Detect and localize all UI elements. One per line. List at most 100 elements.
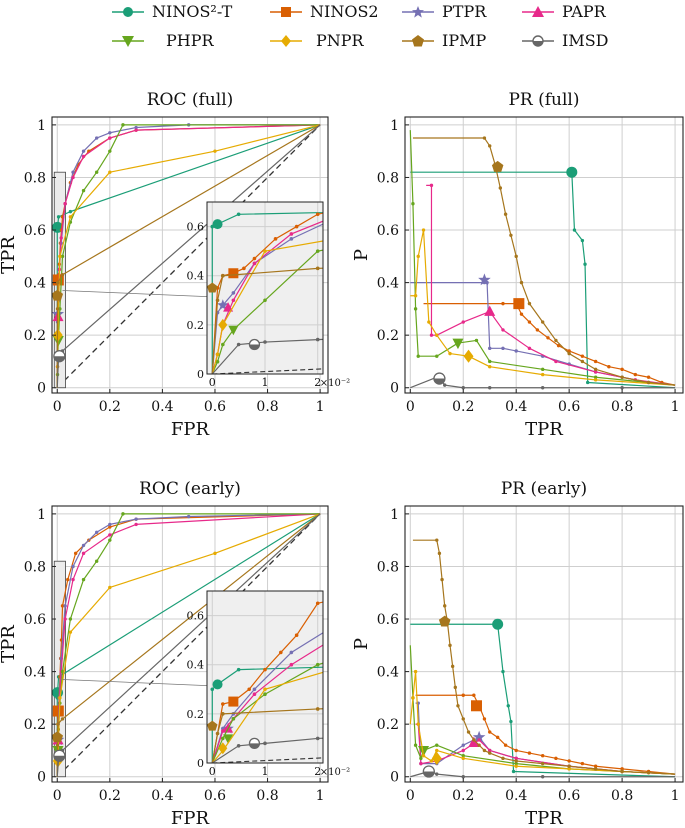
inset-key-marker-ninos2 bbox=[228, 268, 239, 279]
data-point-ptpr bbox=[71, 564, 75, 569]
data-point-pnpr bbox=[108, 585, 112, 590]
key-marker-ipmp bbox=[438, 615, 451, 627]
legend-label: PNPR bbox=[316, 31, 364, 50]
x-tick-label: 0 bbox=[406, 788, 415, 804]
data-point-papr bbox=[501, 328, 505, 332]
y-tick-label: 0.8 bbox=[377, 559, 399, 575]
key-marker-pnpr bbox=[431, 751, 442, 765]
x-tick-label: 0.6 bbox=[204, 788, 226, 804]
inset-data-point-ipmp bbox=[221, 273, 225, 278]
data-point-ipmp bbox=[498, 186, 503, 190]
data-point-ipmp bbox=[580, 359, 585, 364]
y-tick-label: 0.6 bbox=[377, 223, 399, 239]
data-point-ptpr bbox=[134, 125, 138, 130]
data-point-ptpr bbox=[488, 346, 492, 351]
data-point-papr bbox=[108, 533, 112, 537]
roc_early-inset: 0 1 2 0 0.2 0.4 0.6 ×10⁻² bbox=[62, 590, 350, 778]
data-point-ninos-t bbox=[572, 228, 577, 232]
inset-series-line-papr bbox=[211, 644, 323, 763]
data-point-pnpr bbox=[435, 333, 439, 337]
data-point-pnpr bbox=[488, 365, 492, 369]
y-tick-label: 0.2 bbox=[24, 328, 46, 344]
x-tick-label: 1 bbox=[316, 788, 325, 804]
legend-item-imsd: IMSD bbox=[520, 31, 609, 50]
data-point-imsd bbox=[540, 775, 545, 779]
key-marker-ipmp bbox=[51, 289, 64, 301]
data-point-papr bbox=[63, 617, 67, 621]
inset-data-point-ninos2 bbox=[294, 224, 299, 229]
key-marker-imsd bbox=[422, 765, 435, 778]
inset-key-marker-imsd bbox=[248, 737, 261, 749]
data-point-papr bbox=[134, 128, 138, 132]
data-point-ninos-t bbox=[501, 669, 505, 674]
key-marker-imsd-fill bbox=[53, 755, 65, 762]
data-point-papr bbox=[134, 522, 138, 527]
data-point-pnpr bbox=[435, 748, 439, 753]
data-point-ipmp bbox=[503, 212, 508, 216]
data-point-phpr bbox=[474, 338, 479, 343]
legend-label: IMSD bbox=[562, 31, 609, 50]
y-tick-label: 1 bbox=[37, 118, 46, 134]
legend-item-papr: PAPR bbox=[520, 2, 606, 21]
legend-item-ninos2: NINOS2 bbox=[268, 2, 379, 21]
inset-data-point-ipmp bbox=[215, 298, 220, 303]
inset-data-point-pnpr bbox=[263, 249, 267, 253]
y-axis-label: P bbox=[351, 638, 372, 650]
inset-data-point-ptpr bbox=[289, 650, 294, 655]
data-point-ipmp bbox=[540, 761, 545, 766]
data-point-ninos2 bbox=[501, 301, 505, 306]
y-tick-label: 0.4 bbox=[377, 665, 399, 681]
triangle-up-marker-icon bbox=[522, 5, 554, 17]
inset-data-point-imsd bbox=[236, 342, 241, 347]
data-point-ipmp bbox=[488, 751, 492, 755]
y-tick-label: 0.2 bbox=[24, 717, 46, 733]
data-point-pnpr bbox=[429, 759, 434, 763]
data-point-ninos2 bbox=[540, 754, 545, 758]
data-point-ipmp bbox=[567, 351, 571, 356]
key-marker-ninos2 bbox=[52, 274, 64, 286]
data-point-phpr bbox=[108, 149, 112, 153]
data-point-ninos2 bbox=[554, 756, 558, 761]
key-marker-ninos2 bbox=[470, 700, 482, 712]
legend-item-ipmp: IPMP bbox=[400, 31, 486, 50]
y-tick-label: 0.4 bbox=[24, 276, 46, 292]
data-point-ipmp bbox=[509, 233, 513, 237]
data-point-ninos2 bbox=[66, 577, 70, 582]
x-tick-label: 0.4 bbox=[151, 399, 173, 415]
inset-x-tick-label: 1 bbox=[262, 376, 269, 389]
key-marker-ipmp bbox=[491, 160, 504, 172]
inset-data-point-papr bbox=[252, 261, 257, 266]
inset-series-line-phpr bbox=[211, 662, 323, 763]
x-tick-label: 0.6 bbox=[558, 399, 580, 415]
data-point-ninos2 bbox=[633, 372, 638, 377]
inset-data-point-papr bbox=[252, 692, 257, 696]
data-point-papr bbox=[71, 175, 75, 180]
x-tick-label: 0 bbox=[53, 788, 62, 804]
data-point-ipmp bbox=[620, 375, 624, 379]
inset-data-point-ptpr bbox=[252, 687, 257, 692]
data-point-imsd bbox=[461, 775, 465, 779]
legend-label: PAPR bbox=[562, 2, 606, 21]
data-point-ipmp bbox=[554, 338, 558, 343]
data-point-ninos2 bbox=[60, 604, 65, 608]
y-axis-label: TPR bbox=[0, 236, 19, 274]
data-point-ninos2 bbox=[482, 717, 487, 721]
inset-data-point-papr bbox=[289, 232, 294, 236]
y-tick-label: 0.4 bbox=[377, 276, 399, 292]
data-point-pnpr bbox=[421, 228, 426, 232]
data-point-ptpr bbox=[94, 136, 99, 140]
inset-data-point-phpr bbox=[221, 736, 225, 741]
data-point-pnpr bbox=[213, 149, 217, 153]
pr_early-panel: 0 0.2 0.4 0.6 0.8 1 0 0.2 0.4 0.6 0.8 1 PR (early) TP… bbox=[351, 479, 684, 828]
inset-data-point-pnpr bbox=[215, 352, 220, 357]
y-axis-label: P bbox=[351, 249, 372, 261]
y-tick-label: 0.8 bbox=[24, 170, 46, 186]
inset-data-point-ninos-t bbox=[210, 687, 215, 692]
key-marker-pnpr bbox=[463, 349, 474, 363]
data-point-papr bbox=[71, 577, 75, 582]
inset-y-tick-label: 0.2 bbox=[187, 708, 205, 721]
data-point-imsd bbox=[461, 386, 465, 390]
data-point-ipmp bbox=[514, 254, 518, 259]
inset-key-marker-ninos-t bbox=[212, 219, 223, 230]
inset-data-point-ptpr bbox=[231, 291, 236, 295]
